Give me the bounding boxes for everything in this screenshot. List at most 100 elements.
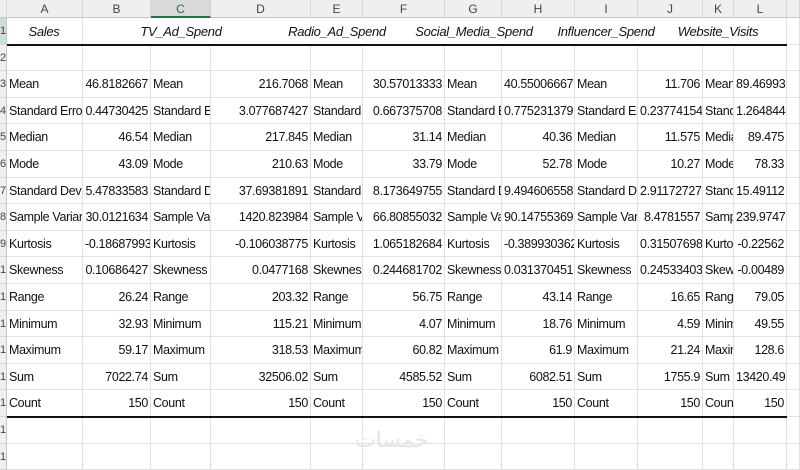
row-header-15[interactable]: 15	[0, 390, 7, 417]
stat-value-cell[interactable]: 128.6	[734, 337, 787, 364]
stat-value-cell[interactable]: 0.0477168	[211, 257, 311, 284]
stat-label-cell[interactable]: Maximum	[151, 337, 211, 364]
stat-value-cell[interactable]: 40.55006667	[502, 71, 575, 98]
stat-value-cell[interactable]: 16.65	[638, 284, 703, 311]
stat-value-cell[interactable]: 150	[638, 390, 703, 417]
stat-label-cell[interactable]: Sum	[311, 363, 363, 391]
column-header-l[interactable]: L	[734, 0, 787, 18]
stat-label-cell[interactable]: Range	[311, 284, 363, 311]
stat-value-cell[interactable]: 2.91172727	[638, 177, 703, 205]
column-header-h[interactable]: H	[502, 0, 575, 18]
stat-label-cell[interactable]: Sample Variance	[703, 204, 734, 231]
stat-label-cell[interactable]: Standard Deviation	[151, 177, 211, 205]
stat-value-cell[interactable]: 31.14	[363, 124, 445, 151]
stat-value-cell[interactable]: 150	[734, 390, 787, 417]
cell[interactable]	[703, 44, 734, 72]
cell[interactable]	[703, 443, 734, 470]
stat-label-cell[interactable]: Mode	[703, 151, 734, 178]
stat-value-cell[interactable]: 43.14	[502, 284, 575, 311]
stat-label-cell[interactable]: Maximum	[575, 337, 638, 364]
cell[interactable]	[211, 443, 311, 470]
stat-value-cell[interactable]: 8.4781557	[638, 204, 703, 231]
cell[interactable]	[502, 443, 575, 470]
cell[interactable]	[787, 44, 800, 72]
cell[interactable]	[787, 363, 800, 391]
stat-value-cell[interactable]: 3.077687427	[211, 97, 311, 125]
stat-value-cell[interactable]: 30.0121634	[83, 204, 151, 231]
stat-label-cell[interactable]: Sample Variance	[151, 204, 211, 231]
stat-value-cell[interactable]: 0.24533403	[638, 257, 703, 284]
stat-label-cell[interactable]: Sample Variance	[311, 204, 363, 231]
stat-label-cell[interactable]: Standard Error	[311, 97, 363, 125]
stat-value-cell[interactable]: 8.173649755	[363, 177, 445, 205]
stat-label-cell[interactable]: Count	[311, 390, 363, 417]
stat-value-cell[interactable]: 26.24	[83, 284, 151, 311]
stat-label-cell[interactable]: Sum	[7, 363, 83, 391]
stat-label-cell[interactable]: Mode	[445, 151, 502, 178]
stat-label-cell[interactable]: Sample Variance	[7, 204, 83, 231]
stat-label-cell[interactable]: Minimum	[7, 310, 83, 338]
column-header-c[interactable]: C	[151, 0, 211, 18]
cell[interactable]	[575, 44, 638, 72]
stat-value-cell[interactable]: 203.32	[211, 284, 311, 311]
cell[interactable]	[787, 417, 800, 444]
stat-value-cell[interactable]: 4585.52	[363, 363, 445, 391]
stat-value-cell[interactable]: 18.76	[502, 310, 575, 338]
stat-label-cell[interactable]: Median	[7, 124, 83, 151]
stat-value-cell[interactable]: 0.44730425	[83, 97, 151, 125]
stat-label-cell[interactable]: Mode	[151, 151, 211, 178]
stat-label-cell[interactable]: Sample Variance	[575, 204, 638, 231]
row-header-16[interactable]: 16	[0, 417, 7, 444]
cell[interactable]	[734, 417, 787, 444]
stat-value-cell[interactable]: 32506.02	[211, 363, 311, 391]
cell[interactable]	[363, 417, 445, 444]
stat-label-cell[interactable]: Skewness	[7, 257, 83, 284]
stat-label-cell[interactable]: Count	[445, 390, 502, 417]
cell[interactable]	[445, 417, 502, 444]
stat-label-cell[interactable]: Range	[151, 284, 211, 311]
stat-value-cell[interactable]: 10.27	[638, 151, 703, 178]
stat-label-cell[interactable]: Maximum	[311, 337, 363, 364]
stat-label-cell[interactable]: Median	[575, 124, 638, 151]
stat-value-cell[interactable]: 4.07	[363, 310, 445, 338]
stat-value-cell[interactable]: 150	[83, 390, 151, 417]
stat-label-cell[interactable]: Skewness	[575, 257, 638, 284]
stat-value-cell[interactable]: -0.106038775	[211, 230, 311, 258]
stat-value-cell[interactable]: 150	[363, 390, 445, 417]
stat-label-cell[interactable]: Range	[575, 284, 638, 311]
stat-value-cell[interactable]: 216.7068	[211, 71, 311, 98]
cell[interactable]	[787, 284, 800, 311]
stat-label-cell[interactable]: Sum	[151, 363, 211, 391]
stat-label-cell[interactable]: Minimum	[311, 310, 363, 338]
stat-value-cell[interactable]: 239.9747	[734, 204, 787, 231]
stat-label-cell[interactable]: Kurtosis	[575, 230, 638, 258]
stat-value-cell[interactable]: 40.36	[502, 124, 575, 151]
stat-value-cell[interactable]: 33.79	[363, 151, 445, 178]
cell[interactable]	[787, 204, 800, 231]
stat-value-cell[interactable]: 0.775231379	[502, 97, 575, 125]
cell[interactable]	[575, 443, 638, 470]
stat-label-cell[interactable]: Skewness	[703, 257, 734, 284]
stat-value-cell[interactable]: 150	[211, 390, 311, 417]
cell[interactable]	[638, 417, 703, 444]
stat-value-cell[interactable]: -0.00489	[734, 257, 787, 284]
stat-label-cell[interactable]: Median	[703, 124, 734, 151]
cell[interactable]	[787, 151, 800, 178]
row-header-17[interactable]: 17	[0, 443, 7, 470]
stat-label-cell[interactable]: Maximum	[7, 337, 83, 364]
stat-value-cell[interactable]: 11.575	[638, 124, 703, 151]
stat-value-cell[interactable]: 56.75	[363, 284, 445, 311]
stat-value-cell[interactable]: 60.82	[363, 337, 445, 364]
cell[interactable]	[502, 44, 575, 72]
stat-label-cell[interactable]: Median	[445, 124, 502, 151]
stat-value-cell[interactable]: 1420.823984	[211, 204, 311, 231]
stat-label-cell[interactable]: Minimum	[445, 310, 502, 338]
column-header-j[interactable]: J	[638, 0, 703, 18]
row-header-12[interactable]: 12	[0, 310, 7, 338]
stat-label-cell[interactable]: Standard Deviation	[703, 177, 734, 205]
column-header-f[interactable]: F	[363, 0, 445, 18]
stat-label-cell[interactable]: Sample Variance	[445, 204, 502, 231]
stat-value-cell[interactable]: 9.494606558	[502, 177, 575, 205]
cell[interactable]	[311, 44, 363, 72]
stat-label-cell[interactable]: Minimum	[703, 310, 734, 338]
